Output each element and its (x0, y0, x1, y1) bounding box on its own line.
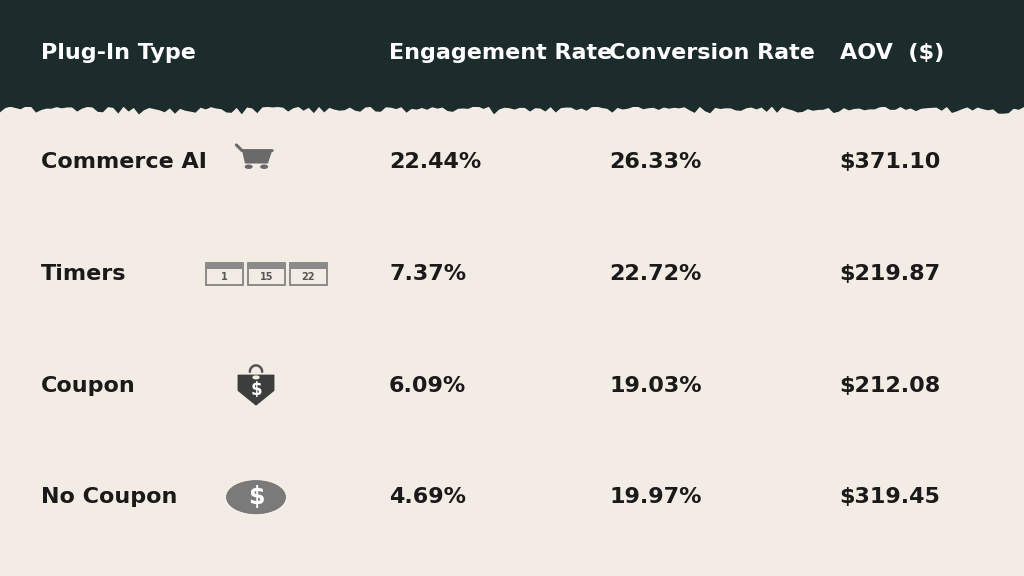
Text: 19.97%: 19.97% (609, 487, 701, 507)
Text: $: $ (248, 485, 264, 509)
Text: 7.37%: 7.37% (389, 264, 466, 284)
Text: $219.87: $219.87 (840, 264, 941, 284)
Text: 15: 15 (259, 272, 273, 282)
Polygon shape (0, 0, 1024, 115)
Circle shape (252, 376, 260, 380)
Text: 26.33%: 26.33% (609, 153, 701, 172)
Bar (290, 263, 327, 285)
Text: No Coupon: No Coupon (41, 487, 177, 507)
Polygon shape (238, 374, 274, 406)
Text: AOV  ($): AOV ($) (840, 43, 944, 63)
Text: 22.72%: 22.72% (609, 264, 701, 284)
Text: Engagement Rate: Engagement Rate (389, 43, 612, 63)
Bar (248, 263, 285, 285)
Text: $: $ (250, 381, 262, 399)
Bar (206, 263, 243, 269)
Text: $319.45: $319.45 (840, 487, 941, 507)
Text: 22: 22 (301, 272, 315, 282)
Text: Timers: Timers (41, 264, 126, 284)
Text: Coupon: Coupon (41, 376, 136, 396)
Text: 22.44%: 22.44% (389, 153, 481, 172)
Bar (0, 0, 1024, 107)
Text: $371.10: $371.10 (840, 153, 941, 172)
Text: Plug-In Type: Plug-In Type (41, 43, 196, 63)
Text: 6.09%: 6.09% (389, 376, 466, 396)
Bar (290, 263, 327, 269)
Circle shape (226, 480, 286, 514)
Text: 1: 1 (221, 272, 227, 282)
Text: Commerce AI: Commerce AI (41, 153, 207, 172)
Bar (248, 263, 285, 269)
Text: 19.03%: 19.03% (609, 376, 701, 396)
Circle shape (245, 165, 253, 169)
Text: $212.08: $212.08 (840, 376, 941, 396)
Text: 4.69%: 4.69% (389, 487, 466, 507)
Bar (206, 263, 243, 285)
Polygon shape (242, 150, 272, 164)
Text: Conversion Rate: Conversion Rate (609, 43, 815, 63)
Circle shape (260, 165, 268, 169)
